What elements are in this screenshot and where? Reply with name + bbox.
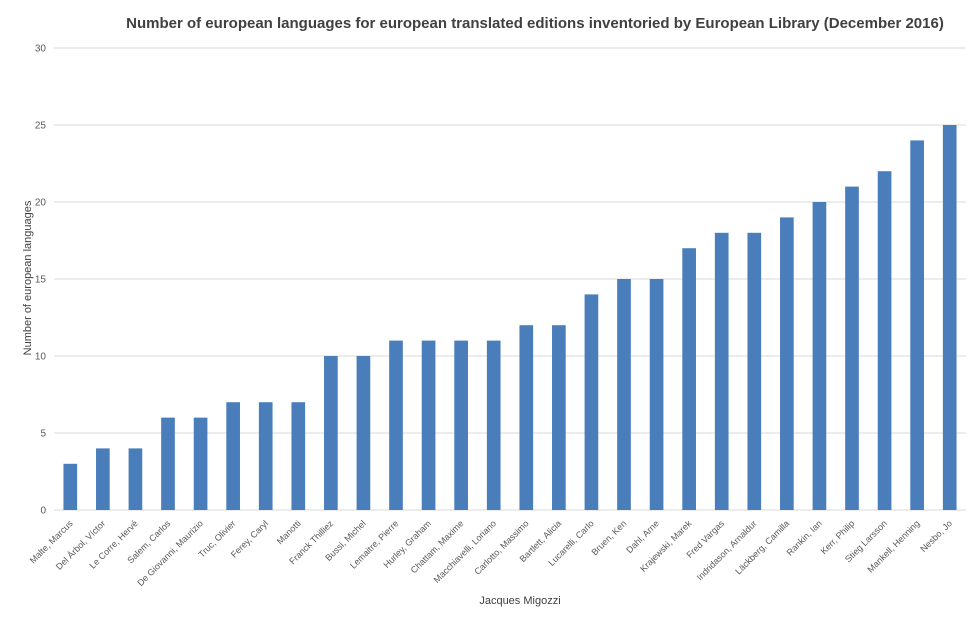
bar [389, 340, 403, 510]
bar [421, 340, 436, 510]
bar [714, 232, 729, 511]
bar [193, 417, 208, 510]
bar [226, 402, 240, 510]
bar [812, 202, 827, 510]
bar [63, 463, 78, 510]
y-tick-label: 30 [35, 44, 47, 55]
bar [910, 140, 924, 510]
y-tick-label: 5 [40, 429, 46, 440]
x-tick-label: Rankin, Ian [785, 518, 824, 557]
bars [63, 125, 957, 511]
x-tick-label: De Giovanni, Maurizio [135, 518, 205, 588]
bar [324, 356, 338, 510]
y-tick-labels: 0 5 10 15 20 25 30 [35, 44, 47, 517]
bar [747, 232, 762, 511]
bar [96, 448, 110, 510]
bar [161, 417, 175, 510]
bar [519, 325, 534, 510]
bar [649, 279, 664, 510]
bar [682, 248, 696, 510]
gridlines [54, 47, 966, 511]
bar [454, 340, 468, 510]
y-tick-label: 20 [35, 198, 47, 209]
bar [552, 325, 566, 510]
bar [780, 217, 794, 510]
bar [258, 402, 273, 510]
bar [584, 294, 599, 510]
bar [617, 279, 631, 510]
bar [845, 186, 859, 510]
x-tick-label: Manotti [275, 518, 303, 546]
bar [942, 125, 957, 510]
bar [291, 402, 306, 510]
bar [356, 356, 371, 510]
x-tick-label: Macchiavelli, Loriano [432, 518, 499, 585]
x-axis-label: Jacques Migozzi [479, 595, 560, 607]
x-tick-label: Indridason, Arnaldur [695, 518, 759, 582]
y-tick-label: 15 [35, 275, 47, 286]
y-tick-label: 10 [35, 352, 47, 363]
y-tick-label: 0 [40, 506, 46, 517]
x-tick-label: Bruen, Ken [590, 518, 629, 557]
y-axis-label: Number of european languages [22, 200, 34, 355]
y-tick-label: 25 [35, 121, 47, 132]
bar [877, 171, 892, 510]
bar [486, 340, 501, 510]
bar [128, 448, 143, 510]
x-tick-label: Nesbo, Jo [918, 518, 954, 554]
chart-title: Number of european languages for europea… [126, 15, 944, 32]
